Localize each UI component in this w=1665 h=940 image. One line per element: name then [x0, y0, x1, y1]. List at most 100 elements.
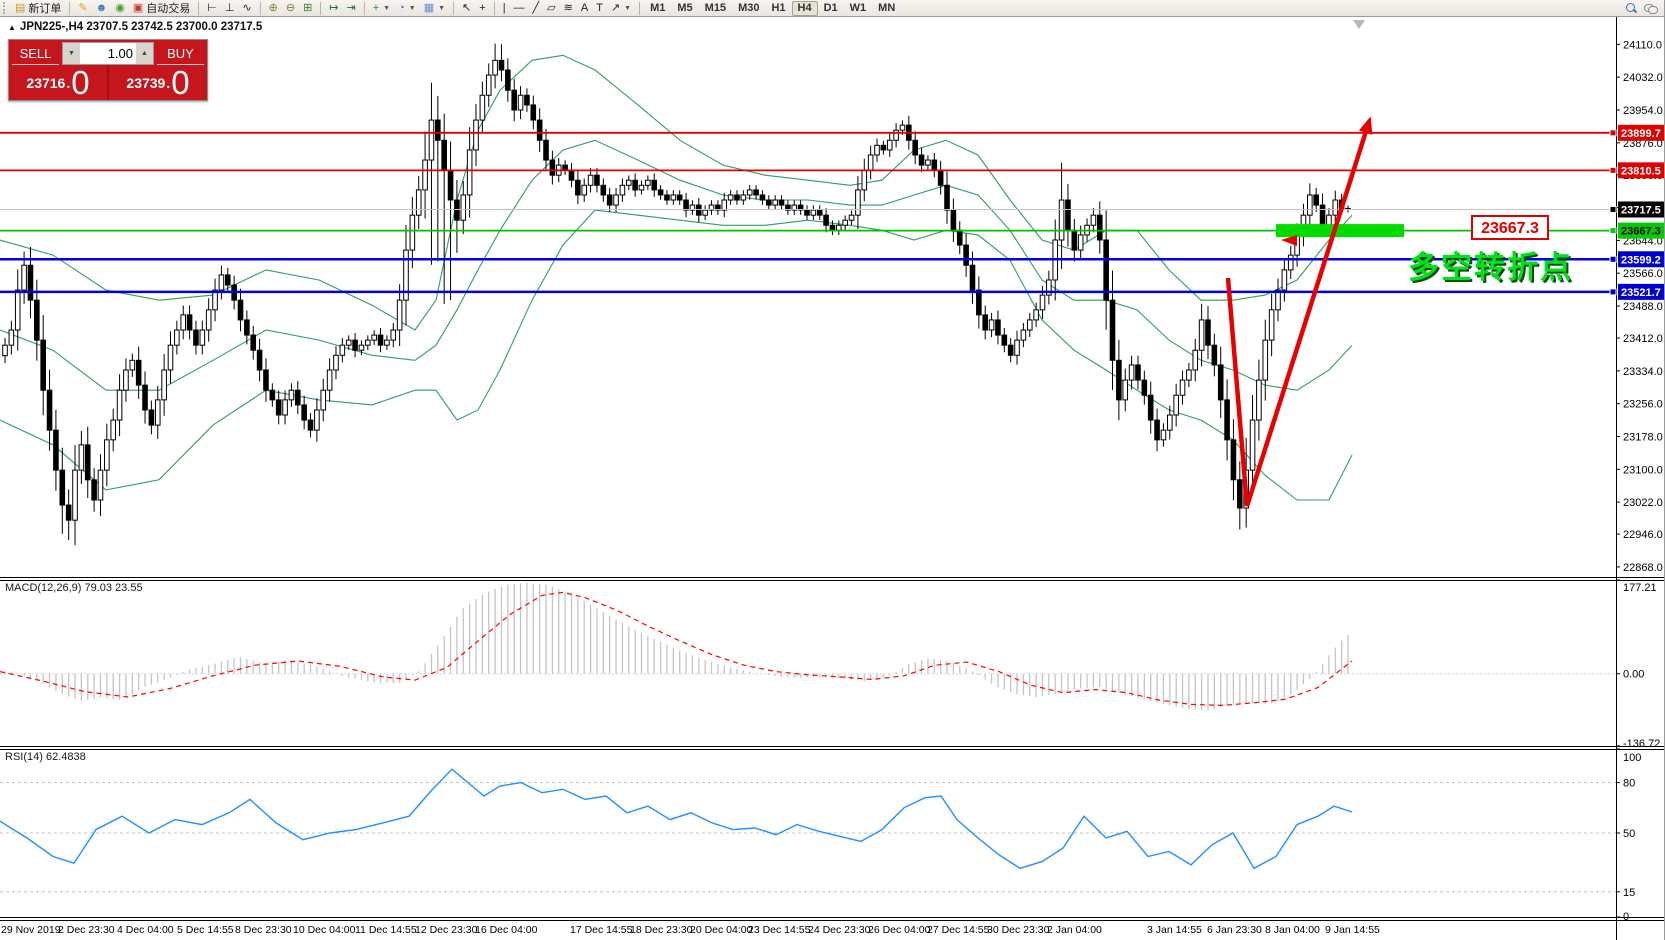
toolbar: ▤ 新订单 ✎ ☻ ◉ ▣ 自动交易 ⊢ ⊥ ∿ ⊕ ⊖ ⊞ ↦ ⇥ + ▼ ◔ ▼ ▦ ▼ ↖ + | — ╱ ▱ ≋ A T ↗ ▼ M1 M…: [0, 0, 1664, 17]
svg-text:23810.5: 23810.5: [1621, 165, 1661, 177]
svg-text:17 Dec 14:55: 17 Dec 14:55: [570, 924, 633, 936]
new-order-button[interactable]: ▤ 新订单: [11, 1, 65, 16]
trendline-tool-icon: ╱: [532, 1, 540, 14]
volume-input[interactable]: [80, 43, 136, 64]
svg-text:5 Dec 14:55: 5 Dec 14:55: [177, 924, 234, 936]
svg-text:23954.0: 23954.0: [1623, 105, 1663, 117]
svg-text:23334.0: 23334.0: [1623, 366, 1663, 378]
svg-text:80: 80: [1623, 778, 1635, 790]
indicators-add-dropdown-icon[interactable]: ▼: [383, 4, 391, 12]
bar-chart-type-icon: ⊢: [207, 1, 217, 14]
label-tool-button[interactable]: T: [592, 1, 607, 16]
buy-price-int: 23739: [126, 75, 166, 91]
templates-menu-button[interactable]: ▦ ▼: [420, 1, 449, 16]
periods-menu-dropdown-icon[interactable]: ▼: [408, 4, 416, 12]
autotrading-button[interactable]: ▣ 自动交易: [129, 1, 194, 16]
crosshair-tool-button[interactable]: +: [475, 1, 489, 16]
svg-text:23717.5: 23717.5: [1621, 204, 1661, 216]
zoom-out-icon: ⊖: [285, 1, 296, 14]
periods-menu-button[interactable]: ◔ ▼: [394, 1, 420, 16]
sell-price[interactable]: 23716. 0: [9, 65, 109, 100]
line-chart-type-button[interactable]: ∿: [238, 1, 255, 16]
svg-text:0.00: 0.00: [1623, 669, 1644, 681]
price-tag-box[interactable]: [1471, 215, 1549, 240]
signals-button[interactable]: ◉: [111, 1, 129, 16]
buy-price-frac: 0: [171, 64, 190, 101]
svg-text:15: 15: [1623, 887, 1635, 899]
templates-menu-dropdown-icon[interactable]: ▼: [438, 4, 446, 12]
price-axis[interactable]: 24110.024032.023954.023876.023800.023722…: [1609, 39, 1664, 574]
svg-text:24032.0: 24032.0: [1623, 72, 1663, 84]
volume-increase-button[interactable]: ▲: [136, 43, 153, 64]
community-button[interactable]: ☻: [92, 1, 112, 16]
svg-text:29 Nov 2019: 29 Nov 2019: [1, 924, 61, 936]
svg-text:23599.2: 23599.2: [1621, 254, 1661, 266]
buy-price[interactable]: 23739. 0: [109, 65, 207, 100]
volume-decrease-button[interactable]: ▼: [63, 43, 80, 64]
green-zone-bar[interactable]: [1276, 224, 1404, 238]
timeframe-h1-button[interactable]: H1: [771, 2, 786, 14]
channel-tool-button[interactable]: ▱: [543, 1, 559, 16]
zoom-in-button[interactable]: ⊕: [265, 1, 282, 16]
arrows-tool-button[interactable]: ↗ ▼: [607, 1, 635, 16]
svg-text:18 Dec 23:30: 18 Dec 23:30: [630, 924, 693, 936]
svg-text:2 Dec 23:30: 2 Dec 23:30: [58, 924, 115, 936]
trendline-tool-button[interactable]: ╱: [529, 1, 544, 16]
cursor-tool-icon: ↖: [462, 1, 472, 14]
styler-button[interactable]: ✎: [74, 1, 91, 16]
search-icon[interactable]: [1626, 3, 1636, 13]
svg-text:2 Jan 04:00: 2 Jan 04:00: [1047, 924, 1102, 936]
horizontal-line-tool-button[interactable]: —: [510, 1, 529, 16]
timeframe-mn-button[interactable]: MN: [878, 2, 896, 14]
small-arrow-marker-icon: [1281, 235, 1297, 246]
arrowhead-icon: [1358, 116, 1373, 135]
new-order-icon: ▤: [15, 1, 26, 14]
svg-text:22946.0: 22946.0: [1623, 529, 1663, 541]
svg-text:-136.72: -136.72: [1623, 738, 1660, 750]
timeframe-m1-button[interactable]: M1: [650, 2, 666, 14]
svg-text:12 Dec 23:30: 12 Dec 23:30: [415, 924, 478, 936]
timeframe-d1-button[interactable]: D1: [823, 2, 838, 14]
price-tag-text: 23667.3: [1481, 220, 1539, 237]
horizontal-line-tool-icon: —: [513, 1, 525, 14]
svg-text:23412.0: 23412.0: [1623, 333, 1663, 345]
svg-text:50: 50: [1623, 828, 1635, 840]
timeframe-m5-button[interactable]: M5: [677, 2, 693, 14]
tile-windows-button[interactable]: ⊞: [299, 1, 316, 16]
volume-control: ▼ ▲: [62, 42, 154, 65]
timeframe-m30-button[interactable]: M30: [738, 2, 760, 14]
auto-scroll-button[interactable]: ↦: [325, 1, 342, 16]
tile-windows-icon: ⊞: [303, 1, 313, 14]
indicators-add-button[interactable]: + ▼: [369, 1, 394, 16]
timeframe-w1-button[interactable]: W1: [849, 2, 867, 14]
fibonacci-tool-button[interactable]: ≋: [560, 1, 577, 16]
candlestick-series: [2, 43, 1351, 546]
chart-shift-button[interactable]: ⇥: [343, 1, 360, 16]
timeframe-h4-button[interactable]: H4: [791, 0, 818, 16]
timeframe-m15-button[interactable]: M15: [704, 2, 727, 14]
vertical-line-tool-icon: |: [502, 1, 506, 14]
auto-scroll-icon: ↦: [329, 1, 339, 14]
vertical-line-tool-button[interactable]: |: [499, 1, 510, 16]
arrows-tool-dropdown-icon[interactable]: ▼: [624, 4, 632, 12]
zoom-out-button[interactable]: ⊖: [282, 1, 299, 16]
bar-chart-type-button[interactable]: ⊢: [203, 1, 221, 16]
cursor-tool-button[interactable]: ↖: [458, 1, 475, 16]
collapse-arrow-icon[interactable]: ▲: [8, 23, 16, 32]
svg-text:10 Dec 04:00: 10 Dec 04:00: [293, 924, 356, 936]
sell-button[interactable]: SELL: [12, 42, 59, 65]
chart-shift-marker-icon[interactable]: [1353, 20, 1365, 29]
turning-point-text-shadow: 多空转折点: [1410, 252, 1575, 287]
red-trend-arrow[interactable]: [1225, 124, 1371, 507]
candlestick-chart-type-button[interactable]: ⊥: [221, 1, 239, 16]
text-tool-button[interactable]: A: [577, 1, 592, 16]
svg-text:8 Jan 04:00: 8 Jan 04:00: [1265, 924, 1320, 936]
horizontal-lines[interactable]: [0, 131, 1616, 294]
arrows-tool-icon: ↗: [610, 1, 621, 14]
chat-icon[interactable]: [1644, 3, 1658, 14]
one-click-trading-panel: SELL ▼ ▲ BUY 23716.0 23739.0: [8, 39, 208, 101]
buy-button[interactable]: BUY: [157, 42, 204, 65]
